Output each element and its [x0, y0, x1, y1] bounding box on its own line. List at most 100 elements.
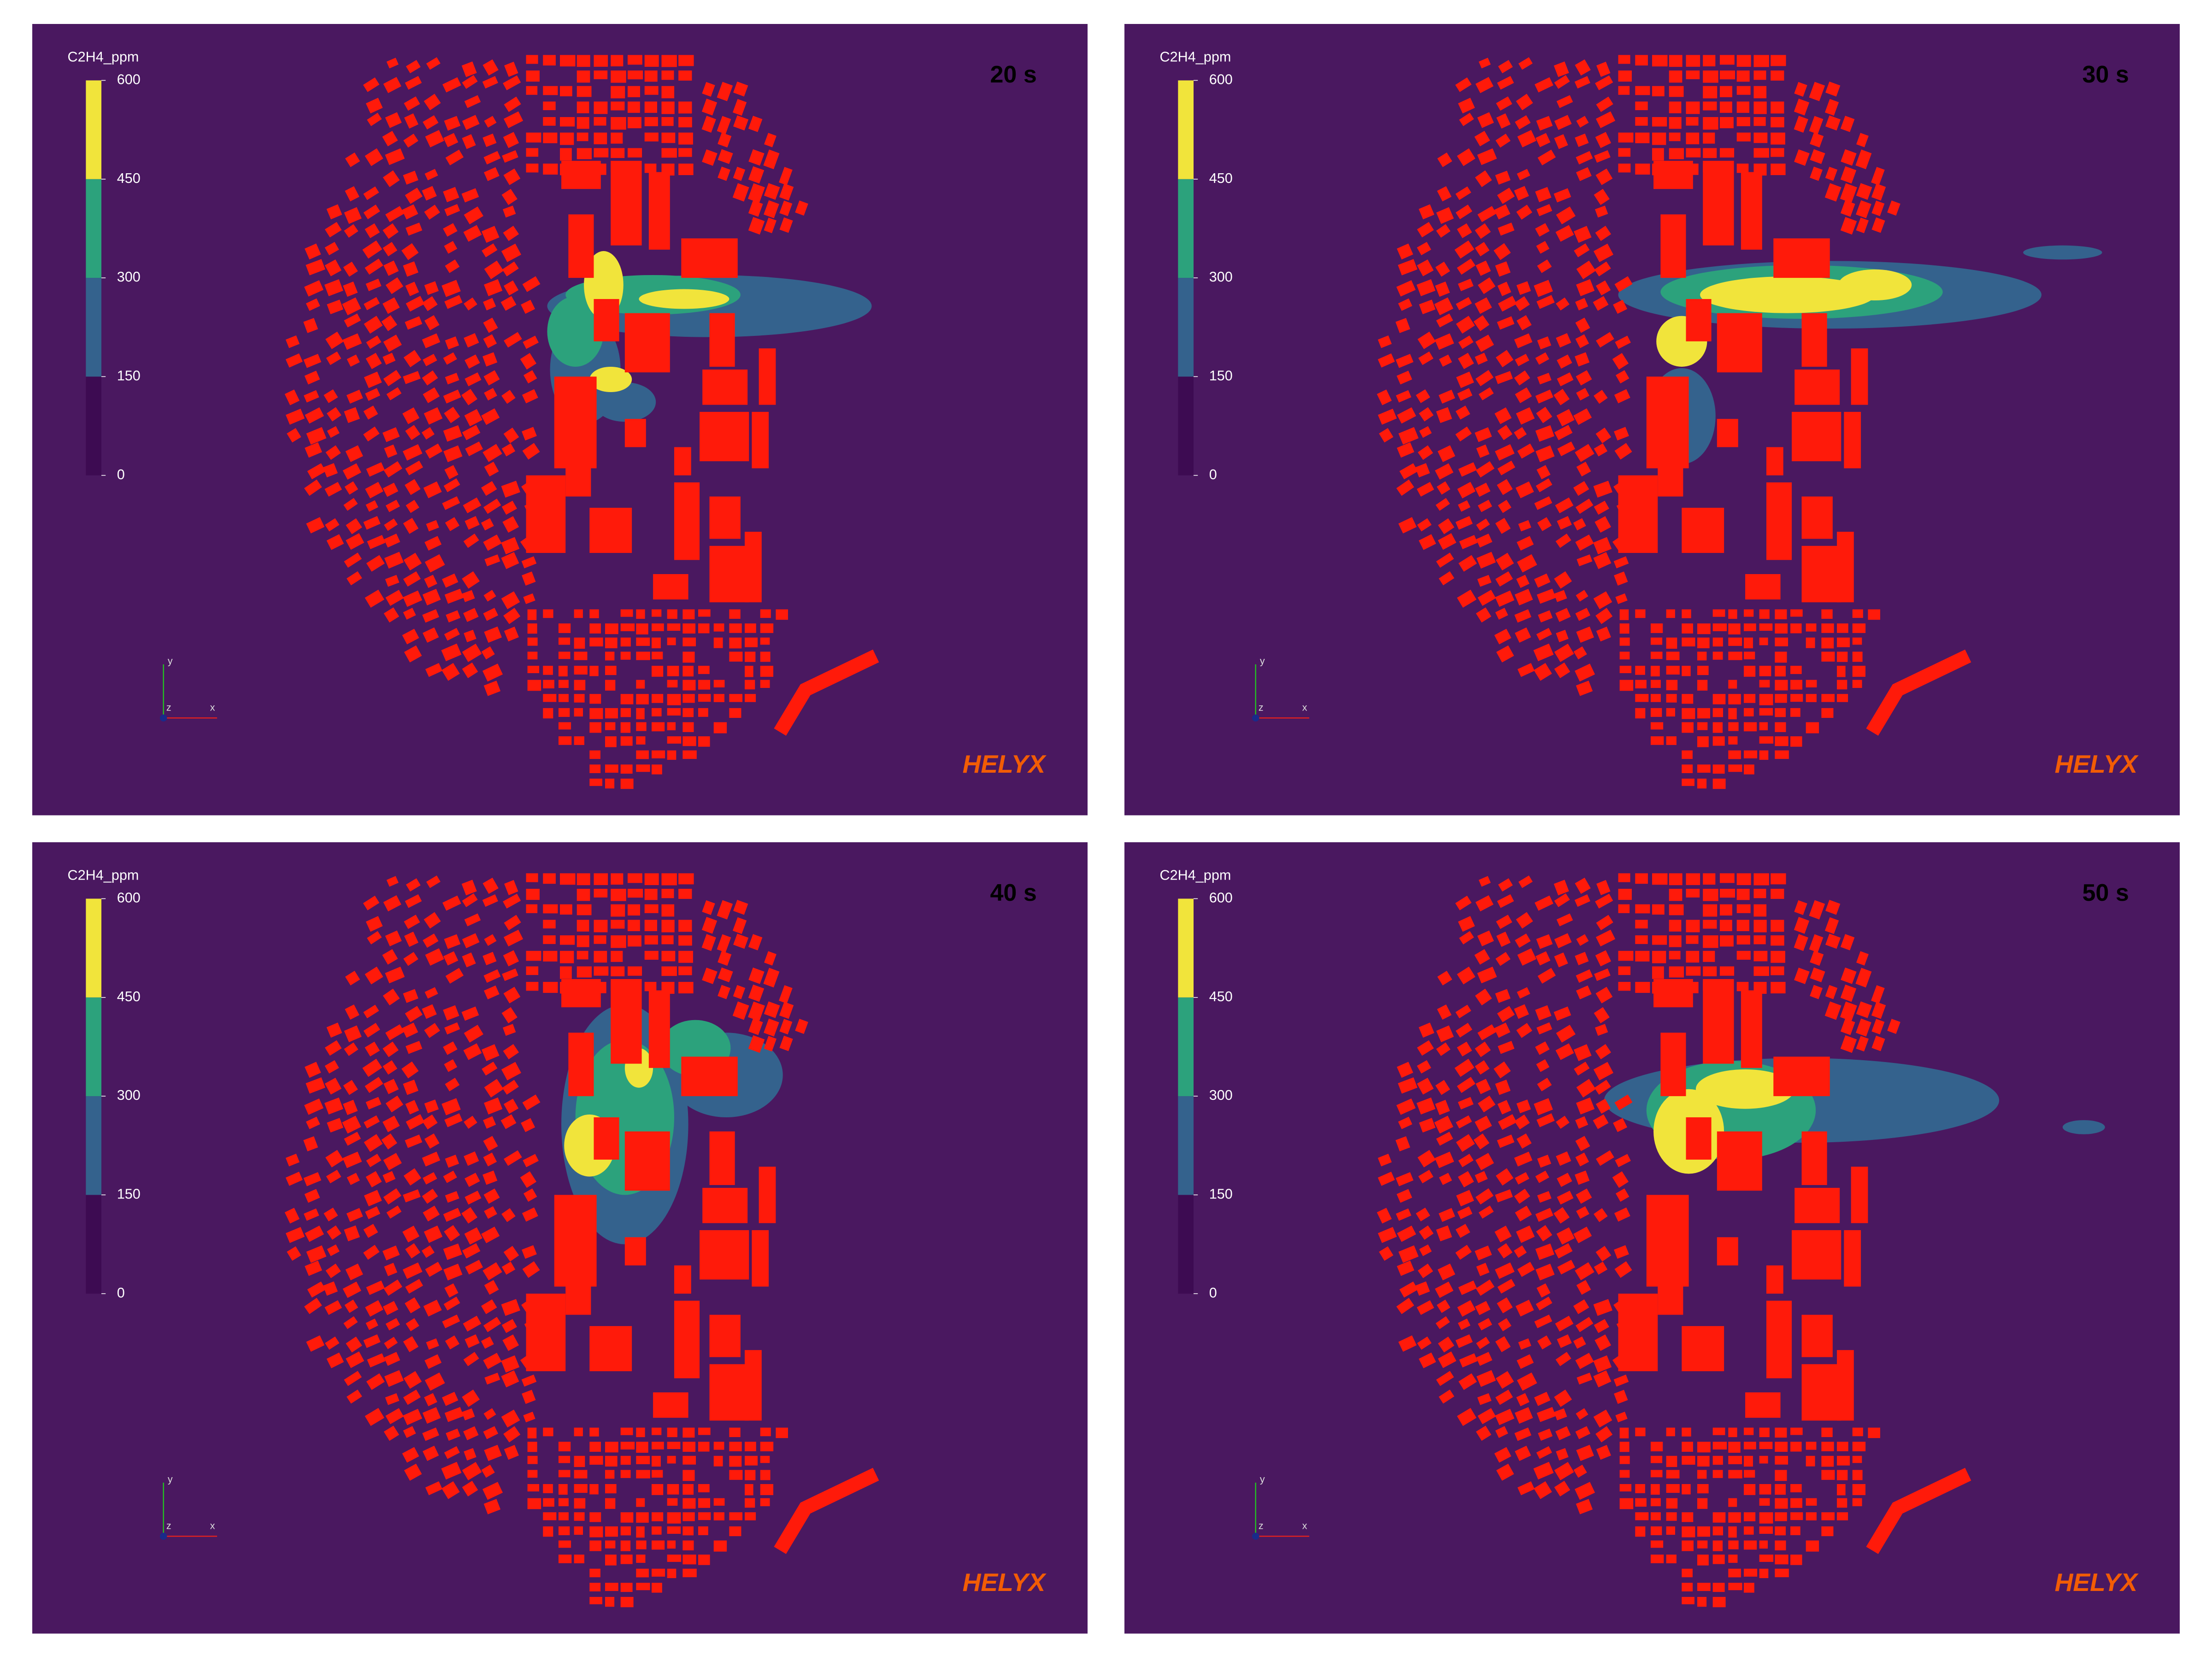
building: [748, 149, 765, 166]
building: [504, 332, 522, 348]
building: [1728, 1568, 1741, 1578]
building: [574, 1512, 585, 1521]
building: [1728, 1427, 1737, 1438]
building: [402, 628, 419, 645]
building: [1809, 934, 1824, 953]
building: [502, 150, 518, 163]
building: [1719, 904, 1732, 916]
building: [363, 1334, 381, 1348]
building: [1806, 1540, 1819, 1552]
building: [543, 101, 556, 111]
building: [1494, 1022, 1511, 1038]
building: [1533, 643, 1554, 662]
building: [1537, 373, 1552, 385]
building: [674, 482, 700, 560]
building: [636, 1427, 645, 1438]
building: [589, 1540, 601, 1551]
building: [1852, 680, 1862, 688]
building: [1856, 217, 1869, 234]
building: [644, 86, 659, 95]
building: [444, 1283, 459, 1298]
building: [526, 951, 541, 961]
colorbar-band: [86, 1195, 102, 1294]
building: [363, 1023, 380, 1038]
building: [462, 1462, 482, 1480]
building: [627, 904, 640, 916]
building: [502, 1080, 519, 1095]
building: [484, 1079, 504, 1098]
building: [1666, 665, 1680, 675]
building: [1556, 913, 1573, 927]
building: [405, 1134, 423, 1148]
building: [682, 708, 694, 717]
building: [745, 1484, 753, 1496]
building: [651, 764, 662, 775]
building: [1652, 86, 1665, 97]
building: [1771, 873, 1786, 885]
building: [589, 637, 603, 646]
building: [718, 132, 732, 148]
building: [1494, 1447, 1512, 1463]
building: [589, 665, 599, 676]
building: [1697, 651, 1707, 661]
building: [421, 1245, 435, 1258]
building: [403, 350, 422, 368]
building: [1669, 889, 1683, 901]
building: [577, 86, 592, 97]
building: [1635, 1498, 1647, 1507]
building: [404, 645, 422, 663]
building: [718, 149, 733, 164]
building: [1736, 117, 1750, 126]
building: [620, 651, 631, 660]
building: [1594, 261, 1611, 276]
building: [1593, 296, 1609, 311]
building: [464, 206, 483, 224]
building: [1686, 966, 1701, 976]
building: [1398, 1245, 1419, 1263]
building: [543, 1427, 553, 1437]
building: [763, 149, 780, 170]
building: [636, 637, 650, 646]
building: [482, 59, 499, 76]
building: [1536, 1407, 1556, 1422]
building: [1473, 315, 1489, 331]
building: [405, 76, 422, 90]
building: [1473, 1133, 1489, 1150]
colorbar-title: C2H4_ppm: [1160, 868, 1231, 883]
building: [441, 643, 462, 662]
building: [1855, 968, 1872, 988]
building: [1841, 149, 1857, 166]
building: [306, 1245, 327, 1263]
building: [1856, 1018, 1871, 1037]
building: [1821, 1526, 1834, 1537]
building: [577, 873, 590, 886]
building: [1790, 1442, 1802, 1452]
building: [1614, 1245, 1629, 1259]
building: [1494, 1061, 1511, 1079]
building: [636, 1540, 647, 1549]
building: [1728, 1470, 1742, 1479]
building: [1712, 1526, 1724, 1536]
building: [1514, 1427, 1531, 1441]
building: [1650, 708, 1662, 717]
building: [483, 499, 501, 514]
building: [1775, 637, 1788, 646]
building: [1736, 889, 1750, 900]
building: [1536, 1225, 1553, 1242]
building: [347, 1389, 362, 1404]
building: [558, 651, 571, 659]
building: [605, 665, 617, 675]
building: [402, 444, 423, 461]
building: [385, 966, 405, 984]
building: [403, 608, 416, 620]
building: [760, 637, 770, 645]
building: [1790, 665, 1802, 674]
building: [464, 297, 477, 311]
building: [483, 590, 496, 602]
building: [366, 1154, 382, 1168]
building: [644, 873, 659, 885]
building: [405, 425, 421, 440]
building: [524, 1188, 537, 1202]
building: [364, 1190, 382, 1207]
building: [303, 1172, 322, 1186]
